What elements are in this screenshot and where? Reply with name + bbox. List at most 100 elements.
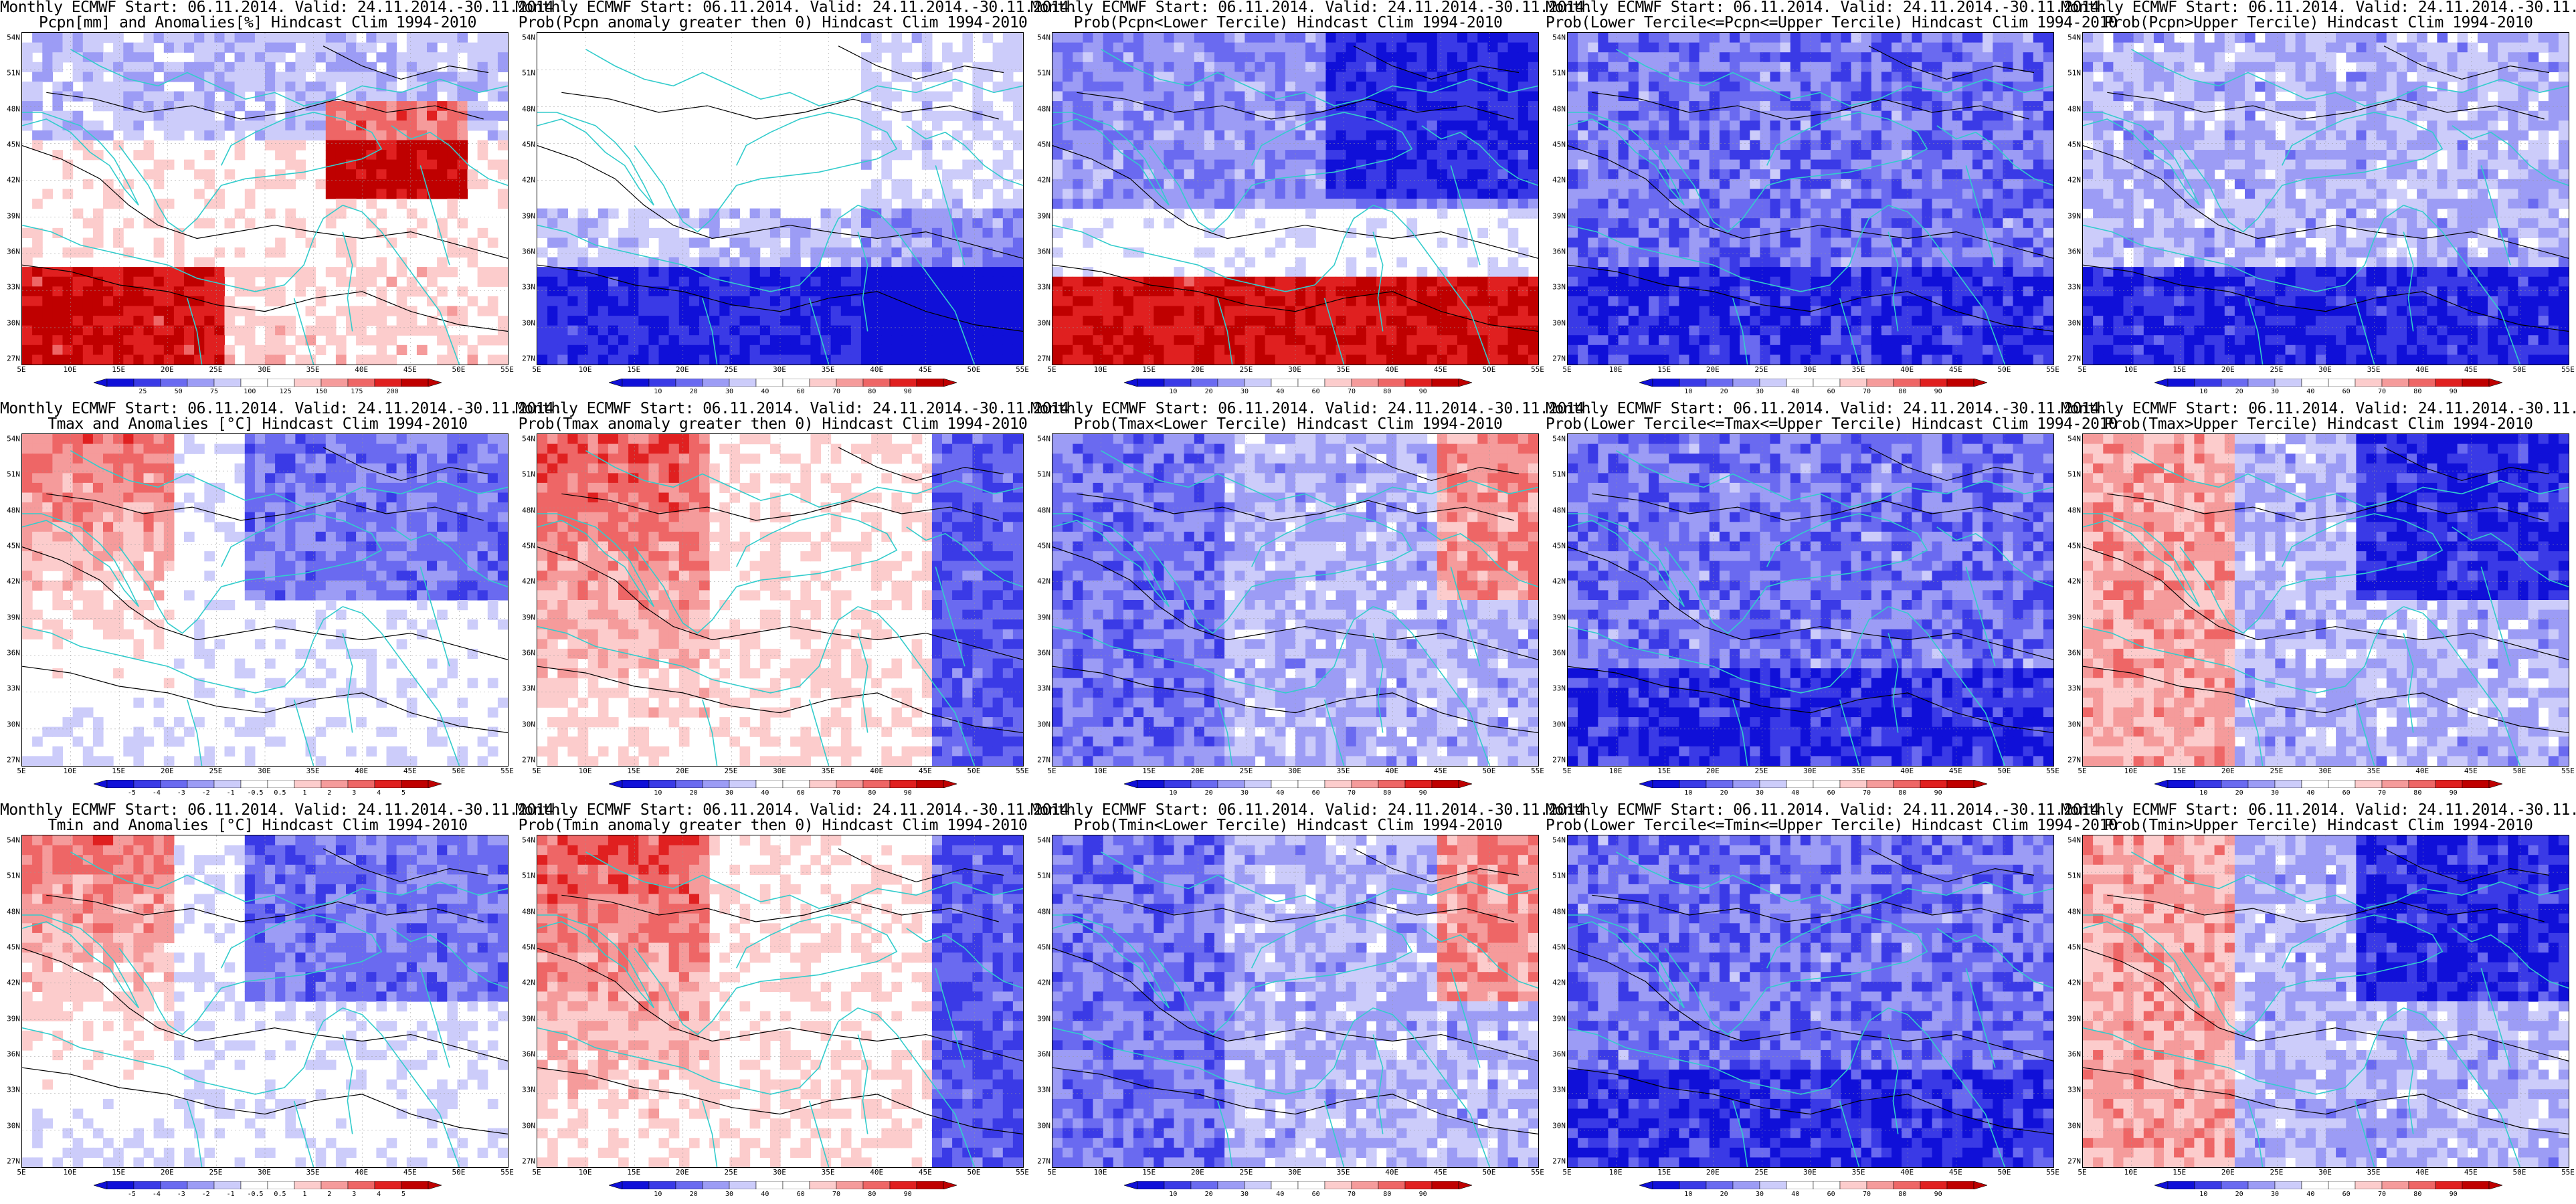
field-cell [709, 247, 720, 258]
field-cell [1851, 276, 1862, 287]
field-cell [1467, 110, 1478, 121]
field-cell [1983, 208, 1993, 219]
field-cell [1265, 316, 1276, 326]
field-cell [1719, 81, 1730, 92]
field-cell [1366, 316, 1377, 326]
field-cell [346, 120, 357, 131]
field-cell [52, 344, 64, 355]
field-cell [952, 169, 963, 180]
field-cell [1255, 42, 1266, 53]
field-cell [1255, 344, 1266, 355]
field-cell [608, 267, 619, 278]
colorbar-tick-label: 30 [1240, 388, 1249, 395]
field-cell [1083, 72, 1094, 82]
field-cell [1709, 227, 1720, 238]
field-cell [346, 276, 357, 287]
field-cell [1093, 344, 1104, 355]
field-cell [1467, 159, 1478, 170]
field-cell [1204, 286, 1215, 297]
field-cell [921, 159, 933, 170]
field-cell [416, 52, 428, 63]
field-cell [1224, 52, 1235, 63]
field-cell [346, 91, 357, 102]
field-cell [1406, 199, 1418, 209]
field-cell [537, 344, 548, 355]
field-cell [1073, 276, 1083, 287]
field-cell [942, 237, 953, 248]
field-cell [1204, 33, 1215, 43]
field-cell [861, 335, 872, 346]
field-cell [1962, 42, 1973, 53]
field-cell [567, 286, 579, 297]
field-cell [810, 257, 822, 268]
field-cell [1892, 62, 1902, 72]
field-cell [265, 325, 276, 336]
field-cell [1447, 101, 1458, 112]
field-cell [780, 257, 791, 268]
field-cell [1224, 91, 1235, 102]
field-cell [608, 208, 619, 219]
field-cell [1467, 316, 1478, 326]
field-cell [1770, 101, 1781, 112]
field-cell [1892, 208, 1902, 219]
field-cell [406, 325, 418, 336]
field-cell [1396, 42, 1407, 53]
field-cell [224, 218, 236, 229]
field-cell [1568, 72, 1578, 82]
field-cell [173, 101, 185, 112]
field-cell [871, 189, 882, 199]
field-cell [82, 276, 94, 287]
field-cell [1224, 189, 1235, 199]
field-cell [1628, 189, 1639, 199]
field-cell [992, 296, 1004, 307]
field-cell [1972, 130, 1983, 141]
field-cell [1123, 150, 1134, 161]
field-cell [719, 267, 730, 278]
longitude-tick-label: 55E [1531, 365, 1544, 374]
field-cell [1406, 91, 1418, 102]
field-cell [871, 276, 882, 287]
field-cell [1679, 199, 1690, 209]
field-cell [1154, 344, 1164, 355]
field-cell [1325, 33, 1337, 43]
field-cell [901, 306, 913, 316]
field-cell [184, 335, 195, 346]
field-cell [1234, 52, 1245, 63]
field-cell [315, 101, 327, 112]
longitude-labels: 5E 10E 15E 20E 25E 30E 35E 40E 45E 50E 55E [17, 365, 514, 375]
field-cell [275, 237, 286, 248]
colorbar-right-arrow [1458, 379, 1472, 387]
field-cell [163, 42, 175, 53]
field-cell [244, 344, 256, 355]
field-cell [133, 110, 145, 121]
field-cell [840, 276, 852, 287]
field-cell [1396, 296, 1407, 307]
field-cell [1427, 179, 1438, 189]
field-cell [2033, 247, 2044, 258]
field-cell [1881, 33, 1892, 43]
field-cell [901, 199, 913, 209]
field-cell [1143, 335, 1154, 346]
field-cell [1265, 42, 1276, 53]
field-cell [2043, 247, 2053, 258]
latitude-tick-label: 45N [1037, 140, 1050, 149]
field-cell [587, 227, 599, 238]
field-cell [992, 286, 1004, 297]
field-cell [1800, 179, 1811, 189]
field-cell [921, 335, 933, 346]
field-cell [1285, 62, 1296, 72]
field-cell [729, 237, 741, 248]
field-cell [1679, 296, 1690, 307]
field-cell [1063, 218, 1073, 229]
field-cell [346, 81, 357, 92]
field-cell [1952, 52, 1963, 63]
field-cell [1993, 296, 2003, 307]
field-cell [1861, 257, 1872, 268]
field-cell [1649, 208, 1659, 219]
field-cell [1821, 199, 1831, 209]
field-cell [1972, 286, 1983, 297]
field-cell [1972, 306, 1983, 316]
field-cell [1588, 101, 1598, 112]
field-cell [699, 257, 710, 268]
field-cell [244, 42, 256, 53]
